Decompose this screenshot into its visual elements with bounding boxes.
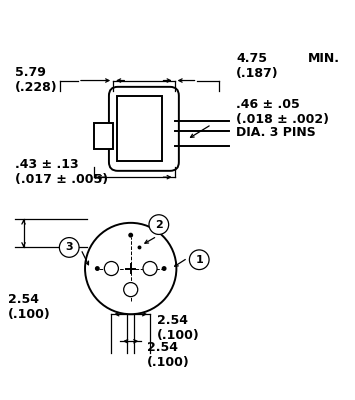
Circle shape	[128, 233, 133, 238]
Text: DIA. 3 PINS: DIA. 3 PINS	[236, 126, 316, 139]
Text: 2.54
(.100): 2.54 (.100)	[157, 314, 200, 342]
Circle shape	[190, 250, 209, 270]
Text: 3: 3	[65, 242, 73, 252]
Text: 2.54
(.100): 2.54 (.100)	[147, 340, 189, 368]
Circle shape	[59, 238, 79, 257]
Text: 1: 1	[195, 255, 203, 265]
Bar	[117, 96, 162, 161]
Circle shape	[95, 266, 100, 271]
FancyBboxPatch shape	[109, 87, 179, 171]
Circle shape	[104, 262, 119, 276]
Text: .43 ± .13
(.017 ± .005): .43 ± .13 (.017 ± .005)	[15, 158, 108, 186]
Circle shape	[85, 223, 176, 314]
Text: 2.54
(.100): 2.54 (.100)	[8, 293, 50, 321]
Circle shape	[124, 282, 138, 297]
Circle shape	[137, 246, 141, 250]
Circle shape	[162, 266, 166, 271]
Circle shape	[149, 215, 169, 234]
Text: .46 ± .05
(.018 ± .002): .46 ± .05 (.018 ± .002)	[236, 98, 329, 126]
Circle shape	[143, 262, 157, 276]
Bar	[94, 123, 113, 149]
Text: 4.75
(.187): 4.75 (.187)	[236, 52, 279, 80]
Text: MIN.: MIN.	[308, 52, 340, 66]
Text: 2: 2	[155, 220, 163, 230]
Text: 5.79
(.228): 5.79 (.228)	[15, 66, 58, 94]
